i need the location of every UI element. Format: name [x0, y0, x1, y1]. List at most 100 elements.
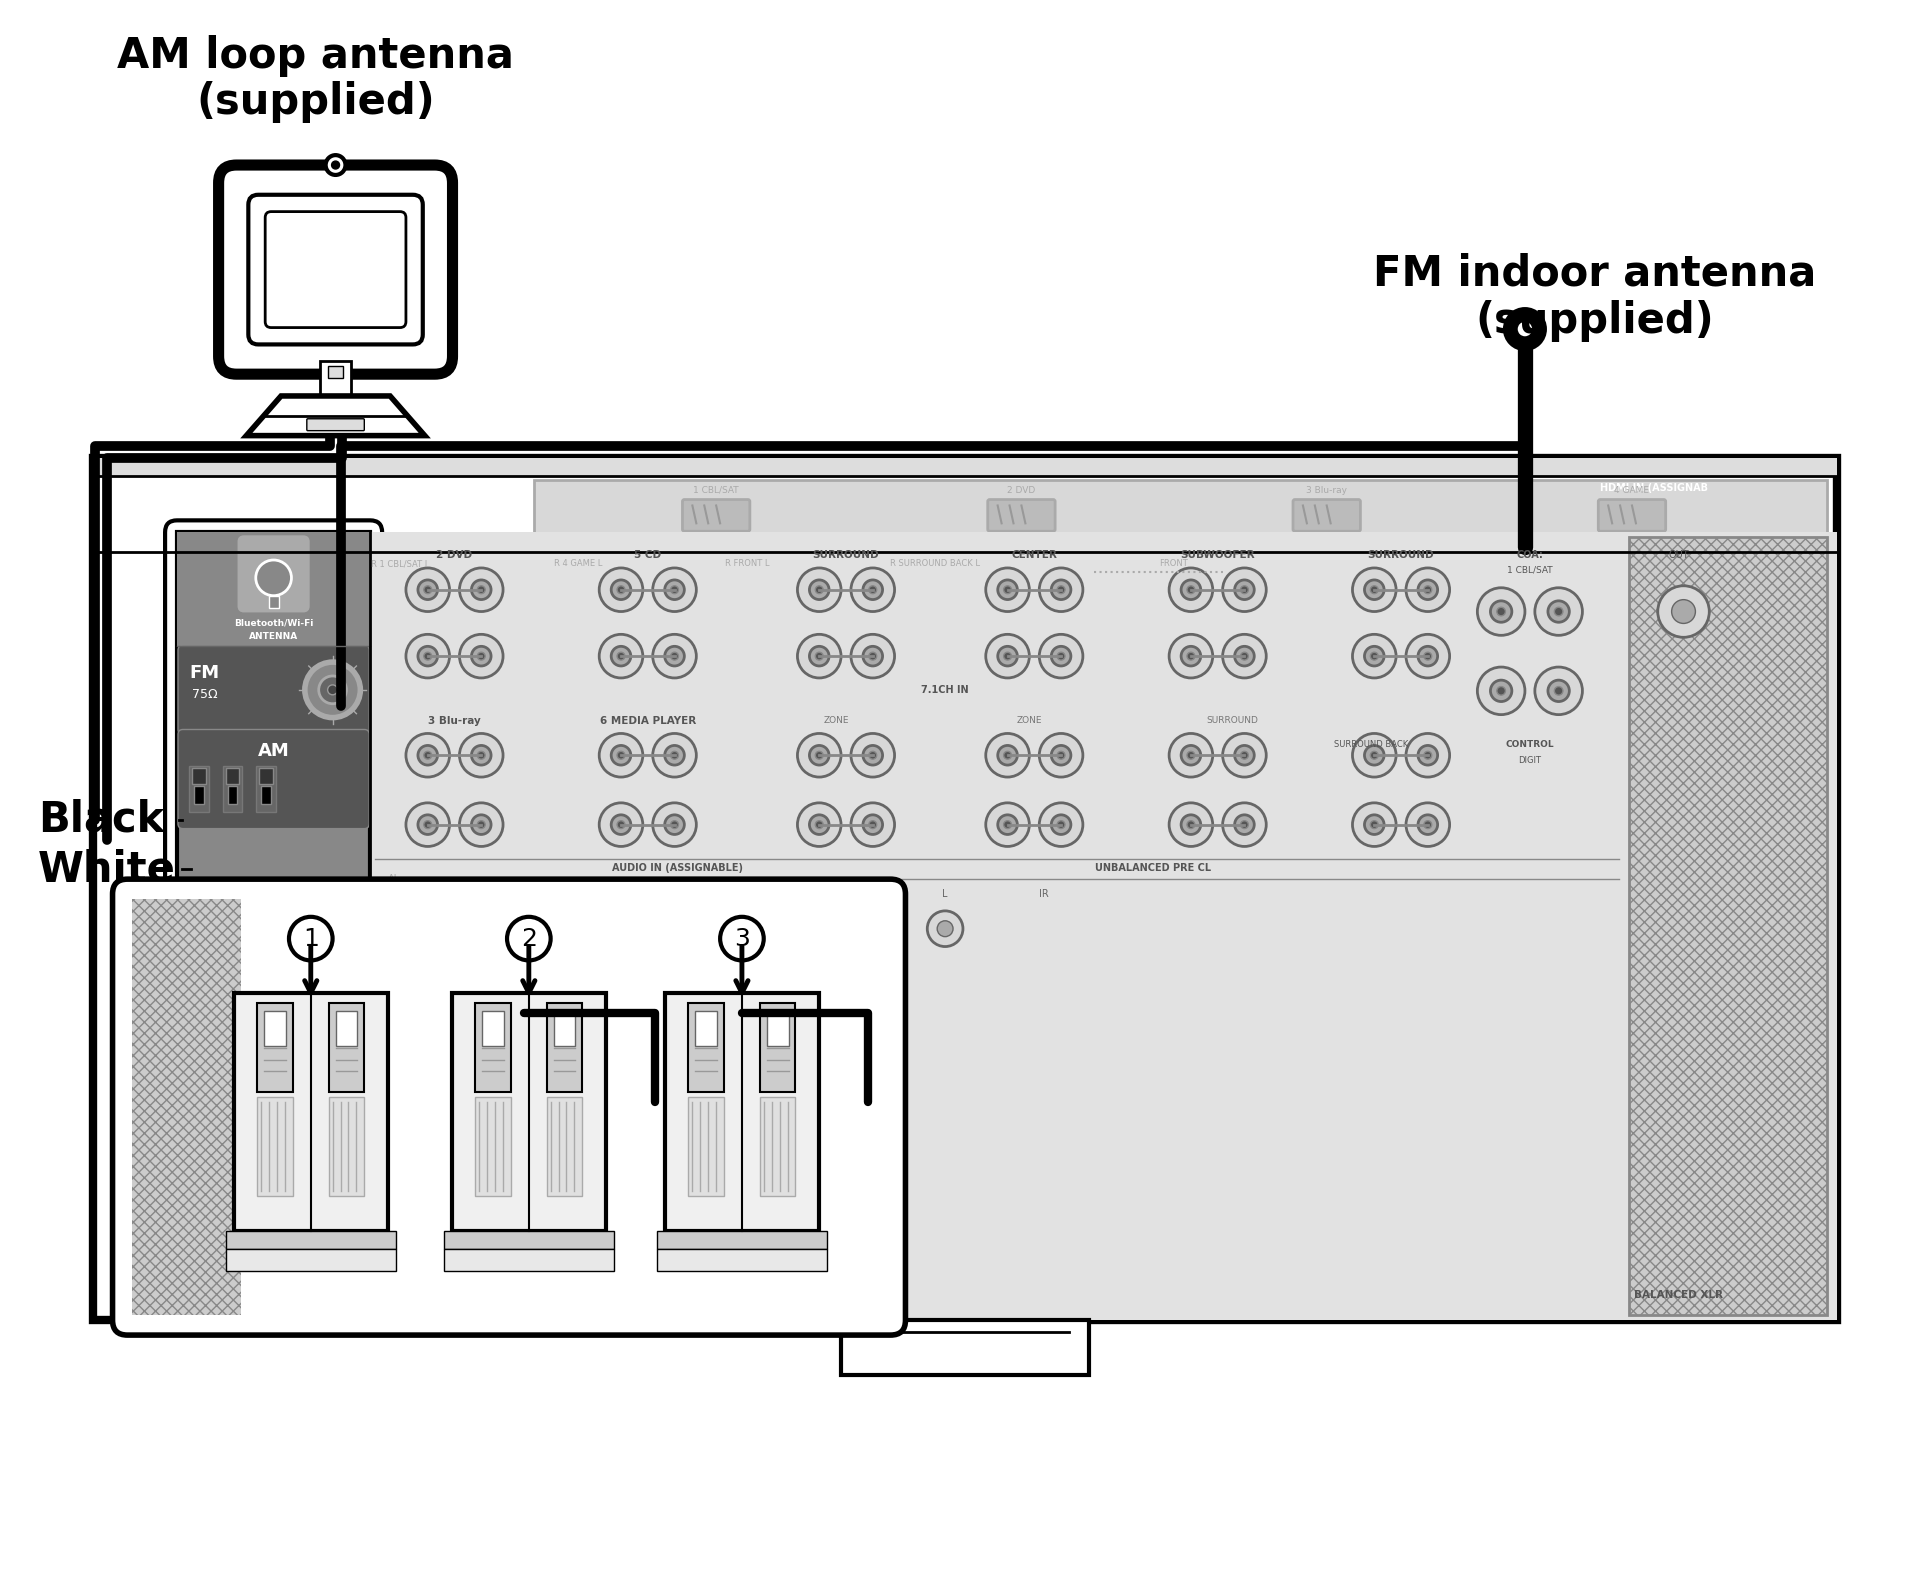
- Circle shape: [1004, 653, 1012, 661]
- Circle shape: [331, 162, 339, 169]
- Text: 1 CBL/SAT: 1 CBL/SAT: [1508, 566, 1552, 574]
- Bar: [234, 993, 387, 1232]
- Circle shape: [862, 646, 883, 665]
- Circle shape: [1424, 653, 1431, 661]
- Bar: [696, 1010, 717, 1045]
- Bar: [535, 480, 1828, 551]
- Circle shape: [406, 803, 450, 846]
- Bar: [445, 1232, 613, 1249]
- Circle shape: [423, 752, 431, 759]
- Circle shape: [1370, 821, 1378, 828]
- Circle shape: [1188, 821, 1196, 828]
- Bar: [226, 1232, 395, 1249]
- Bar: [261, 786, 272, 803]
- Circle shape: [1169, 733, 1213, 777]
- Circle shape: [477, 653, 485, 661]
- Text: ANTENNA: ANTENNA: [249, 632, 299, 642]
- Bar: [132, 899, 241, 1315]
- FancyBboxPatch shape: [178, 645, 370, 734]
- Bar: [475, 1003, 512, 1092]
- Text: R SURROUND BACK L: R SURROUND BACK L: [891, 559, 981, 568]
- Circle shape: [477, 585, 485, 593]
- Bar: [370, 532, 1837, 1320]
- Text: ZONE: ZONE: [824, 715, 849, 725]
- FancyBboxPatch shape: [307, 419, 364, 430]
- Circle shape: [1418, 646, 1437, 665]
- Circle shape: [720, 916, 764, 960]
- Text: R FRONT L: R FRONT L: [724, 559, 768, 568]
- Circle shape: [1364, 745, 1383, 766]
- Circle shape: [1180, 646, 1201, 665]
- Circle shape: [1491, 679, 1512, 701]
- Circle shape: [1222, 733, 1266, 777]
- Bar: [841, 1320, 1088, 1374]
- FancyBboxPatch shape: [264, 212, 406, 328]
- Circle shape: [460, 803, 504, 846]
- Circle shape: [1222, 568, 1266, 612]
- FancyBboxPatch shape: [249, 195, 423, 345]
- Circle shape: [937, 921, 952, 937]
- Circle shape: [797, 634, 841, 678]
- Text: R 4 GAME L: R 4 GAME L: [554, 559, 602, 568]
- Polygon shape: [247, 395, 425, 436]
- Circle shape: [809, 745, 830, 766]
- Circle shape: [665, 814, 684, 835]
- Text: 1 CBL/SAT: 1 CBL/SAT: [694, 486, 740, 494]
- Circle shape: [477, 752, 485, 759]
- Text: (supplied): (supplied): [195, 82, 435, 124]
- Circle shape: [423, 653, 431, 661]
- Circle shape: [611, 581, 630, 599]
- Circle shape: [460, 568, 504, 612]
- Circle shape: [816, 585, 824, 593]
- Circle shape: [985, 568, 1029, 612]
- Circle shape: [1188, 653, 1196, 661]
- Circle shape: [851, 634, 895, 678]
- Circle shape: [508, 916, 550, 960]
- Circle shape: [1222, 803, 1266, 846]
- Bar: [452, 993, 605, 1232]
- Text: CONTROL: CONTROL: [1506, 741, 1554, 750]
- Bar: [665, 993, 818, 1232]
- Circle shape: [611, 646, 630, 665]
- Text: AM: AM: [259, 742, 289, 761]
- Bar: [190, 766, 209, 811]
- Text: R 1 CBL/SAT L: R 1 CBL/SAT L: [372, 559, 429, 568]
- Circle shape: [617, 585, 625, 593]
- Circle shape: [665, 581, 684, 599]
- FancyBboxPatch shape: [240, 537, 308, 610]
- Text: FM: FM: [190, 664, 220, 683]
- Circle shape: [1548, 679, 1569, 701]
- Circle shape: [418, 745, 437, 766]
- Circle shape: [1180, 745, 1201, 766]
- Circle shape: [460, 733, 504, 777]
- Circle shape: [851, 568, 895, 612]
- Circle shape: [1353, 803, 1397, 846]
- Bar: [546, 1097, 582, 1196]
- Text: CENTER: CENTER: [1012, 551, 1058, 560]
- Circle shape: [617, 752, 625, 759]
- Text: 2 DVD: 2 DVD: [437, 551, 473, 560]
- Circle shape: [1058, 653, 1065, 661]
- FancyBboxPatch shape: [218, 165, 452, 373]
- Circle shape: [868, 653, 878, 661]
- Circle shape: [1038, 568, 1083, 612]
- Circle shape: [446, 921, 462, 937]
- Circle shape: [1052, 581, 1071, 599]
- Circle shape: [1424, 752, 1431, 759]
- Circle shape: [1364, 646, 1383, 665]
- Text: 2: 2: [521, 927, 536, 951]
- Bar: [257, 1097, 293, 1196]
- Text: FM indoor antenna: FM indoor antenna: [1372, 253, 1816, 295]
- Circle shape: [1169, 634, 1213, 678]
- Circle shape: [985, 634, 1029, 678]
- Text: 5 CD: 5 CD: [634, 551, 661, 560]
- Circle shape: [1418, 814, 1437, 835]
- Circle shape: [1052, 814, 1071, 835]
- Circle shape: [1234, 646, 1255, 665]
- Bar: [766, 1010, 789, 1045]
- Circle shape: [418, 581, 437, 599]
- Circle shape: [653, 634, 696, 678]
- Bar: [226, 769, 240, 784]
- Circle shape: [868, 821, 878, 828]
- Circle shape: [998, 581, 1017, 599]
